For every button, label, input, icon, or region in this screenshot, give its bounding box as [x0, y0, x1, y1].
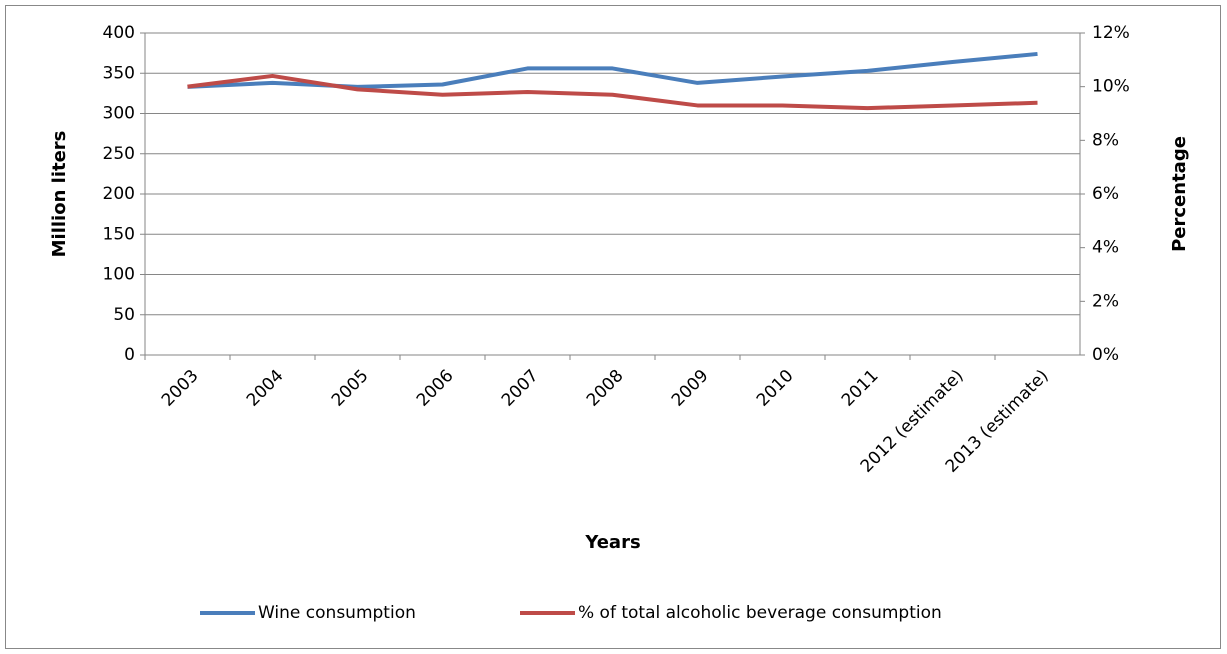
y-tick-label: 350: [103, 63, 135, 83]
y2-tick-label: 4%: [1092, 238, 1119, 258]
y-tick-label: 400: [103, 23, 135, 43]
y-tick-label: 50: [113, 305, 135, 325]
y-tick-label: 250: [103, 144, 135, 164]
y2-axis-title: Percentage: [1169, 136, 1190, 252]
y-tick-label: 100: [103, 265, 135, 285]
y2-tick-label: 6%: [1092, 184, 1119, 204]
line-series: [187, 73, 1038, 111]
chart-border: [5, 5, 1221, 649]
y-tick-label: 200: [103, 184, 135, 204]
legend-label: % of total alcoholic beverage consumptio…: [578, 603, 942, 623]
y2-tick-label: 12%: [1092, 23, 1130, 43]
y2-tick-label: 2%: [1092, 291, 1119, 311]
y-tick-label: 300: [103, 104, 135, 124]
y2-tick-label: 10%: [1092, 77, 1130, 97]
y2-tick-label: 0%: [1092, 345, 1119, 365]
x-axis-title: Years: [584, 532, 640, 553]
y-tick-label: 0: [124, 345, 135, 365]
legend-label: Wine consumption: [258, 603, 416, 623]
y2-tick-label: 8%: [1092, 130, 1119, 150]
y-axis-title: Million liters: [49, 131, 70, 258]
y-tick-label: 150: [103, 224, 135, 244]
